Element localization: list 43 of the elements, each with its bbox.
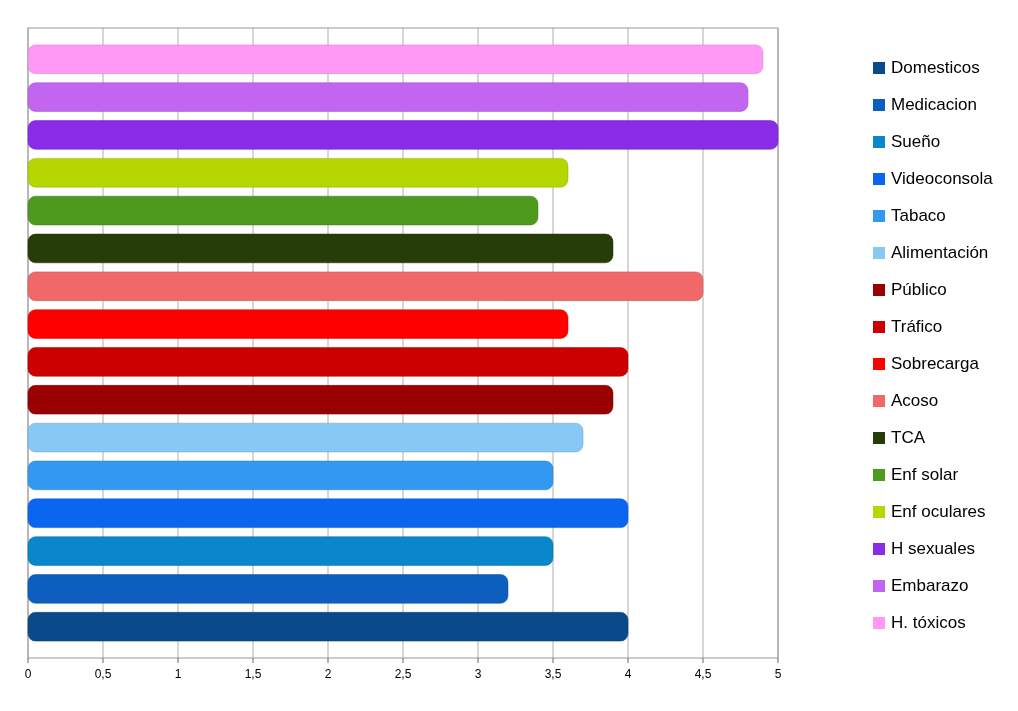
x-tick-label: 5 — [774, 667, 782, 681]
bar — [27, 82, 749, 112]
legend-label: TCA — [891, 428, 926, 447]
bar — [27, 536, 554, 566]
bar — [27, 347, 629, 377]
legend-label: Tráfico — [891, 317, 943, 336]
bar — [27, 385, 614, 415]
bar — [27, 422, 584, 453]
legend-label: Sueño — [891, 132, 941, 151]
x-tick-label: 3,5 — [544, 667, 562, 681]
bar — [27, 574, 509, 604]
x-tick-label: 1 — [174, 667, 182, 681]
legend-label: Acoso — [891, 391, 939, 410]
legend-label: H sexuales — [891, 539, 976, 558]
x-tick-label: 0 — [24, 667, 32, 681]
bar — [27, 120, 779, 150]
x-tick-label: 1,5 — [244, 667, 262, 681]
x-tick-label: 2 — [324, 667, 332, 681]
x-tick-label: 4,5 — [694, 667, 712, 681]
legend-label: Embarazo — [891, 576, 969, 595]
bar — [27, 271, 704, 301]
legend-label: Enf oculares — [891, 502, 986, 521]
x-tick-label: 4 — [624, 667, 632, 681]
legend-label: Videoconsola — [891, 169, 994, 188]
bar — [27, 195, 539, 226]
legend-label: Domesticos — [891, 58, 980, 77]
bar — [27, 309, 569, 339]
x-tick-label: 3 — [474, 667, 482, 681]
legend-label: Tabaco — [891, 206, 946, 225]
legend-label: H. tóxicos — [891, 613, 966, 632]
bar — [27, 612, 629, 642]
legend-label: Enf solar — [891, 465, 959, 484]
x-tick-label: 0,5 — [94, 667, 112, 681]
legend-label: Sobrecarga — [891, 354, 980, 373]
bar — [27, 44, 764, 74]
bar — [27, 233, 614, 264]
bar — [27, 498, 629, 528]
bar — [27, 158, 569, 188]
x-tick-label: 2,5 — [394, 667, 412, 681]
legend-label: Alimentación — [891, 243, 989, 262]
legend-label: Público — [891, 280, 947, 299]
legend-label: Medicacion — [891, 95, 977, 114]
bar — [27, 460, 554, 491]
